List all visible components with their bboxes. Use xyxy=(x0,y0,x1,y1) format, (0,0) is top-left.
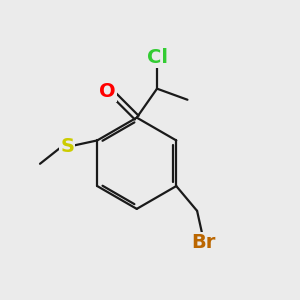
Text: S: S xyxy=(60,136,74,156)
Text: Cl: Cl xyxy=(146,48,167,67)
Text: Br: Br xyxy=(191,233,216,252)
Text: O: O xyxy=(99,82,116,101)
